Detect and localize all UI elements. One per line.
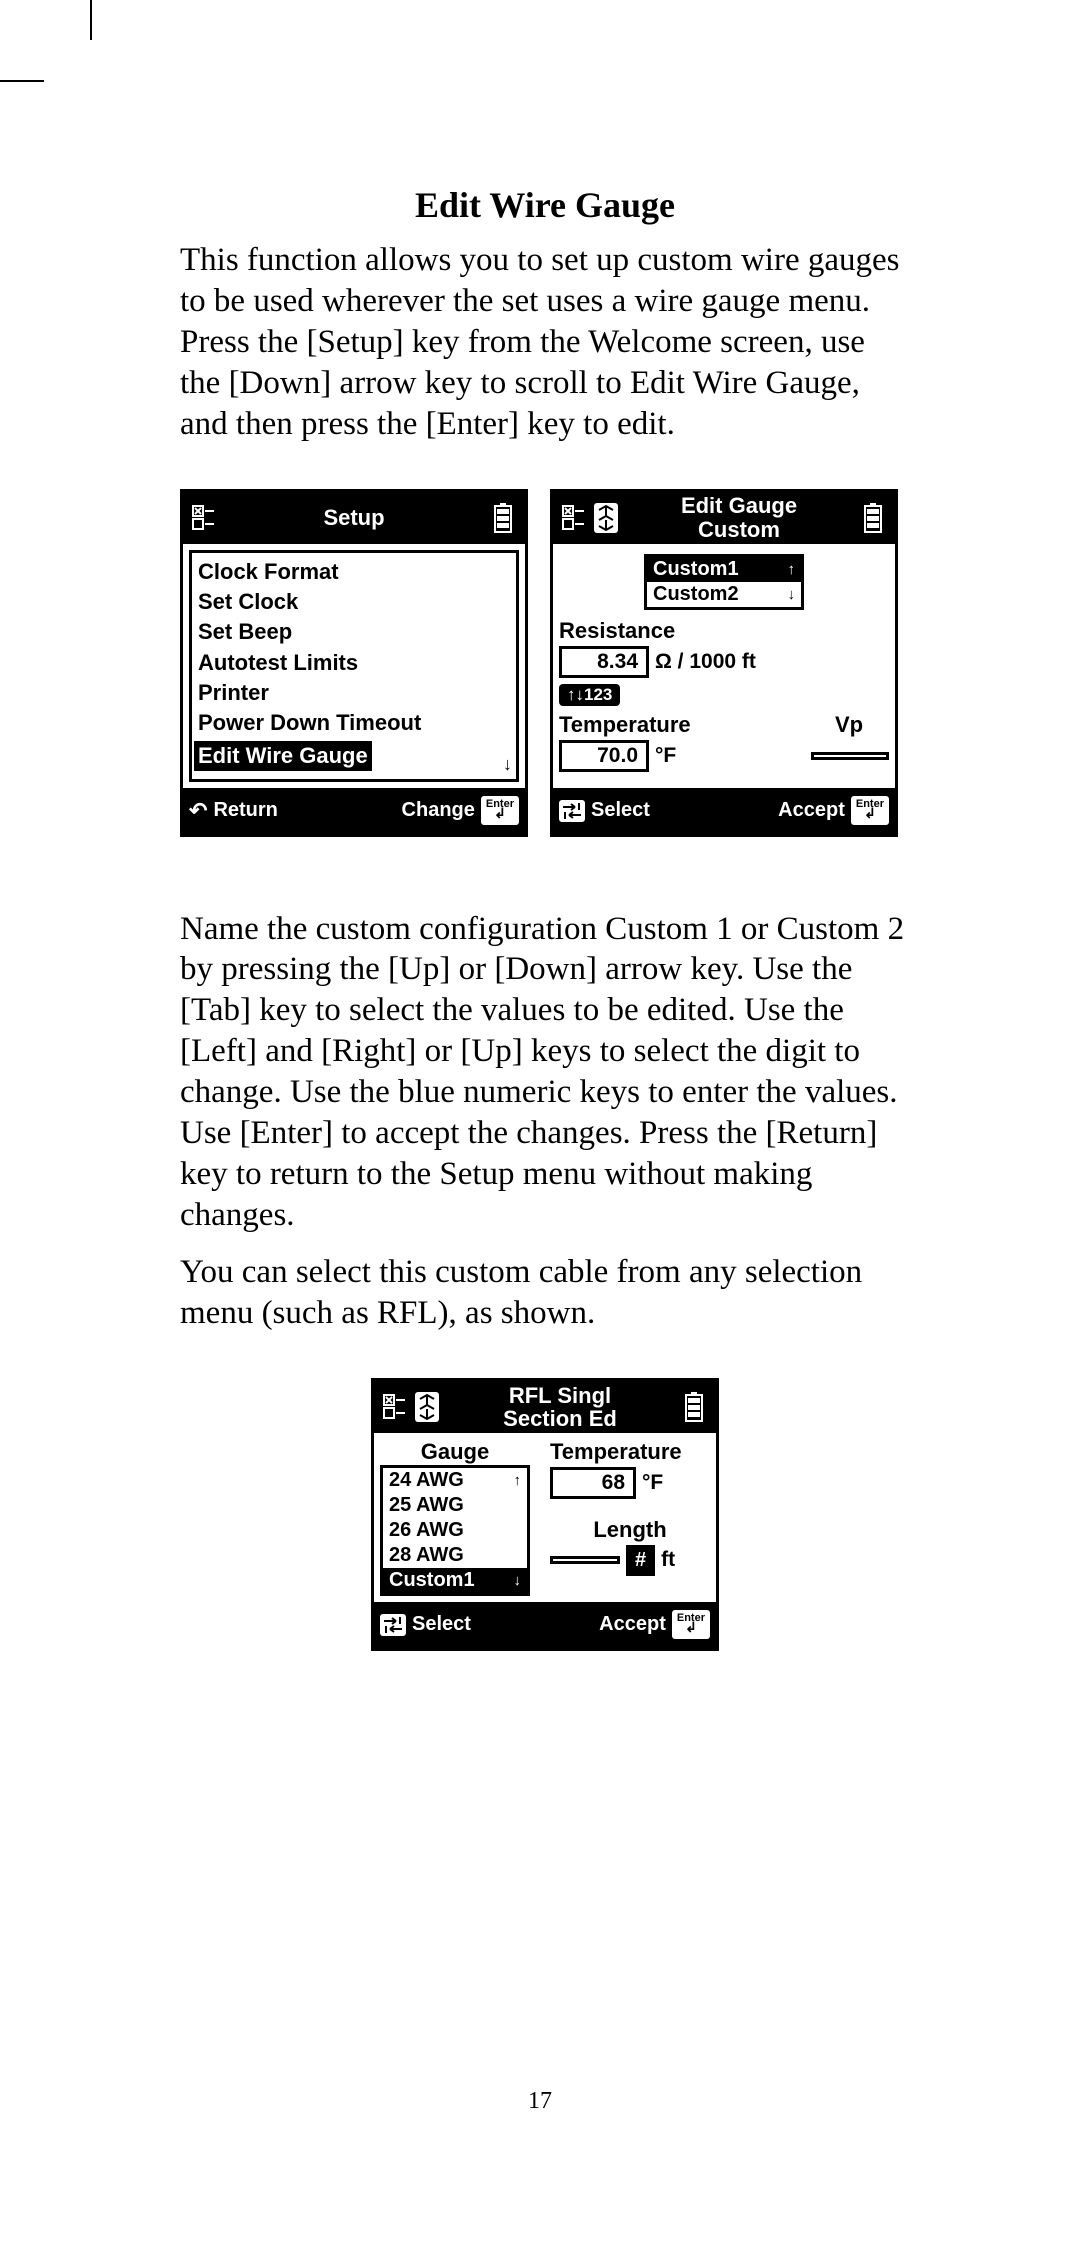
rfl-titlebar: RFL Singl Section Ed xyxy=(374,1381,716,1433)
temperature-unit: °F xyxy=(642,1471,663,1495)
nav-icon xyxy=(593,502,623,534)
down-arrow-icon: ↓ xyxy=(514,1572,522,1589)
temperature-unit: °F xyxy=(655,744,676,768)
length-row: # ft xyxy=(550,1545,710,1576)
softkey-accept-label: Accept xyxy=(778,799,845,822)
up-arrow-icon: ↑ xyxy=(788,561,796,578)
resistance-row: 8.34 Ω / 1000 ft xyxy=(559,646,889,678)
temperature-label: Temperature xyxy=(559,712,691,738)
temperature-input[interactable]: 68 xyxy=(550,1467,636,1499)
resistance-input[interactable]: 8.34 xyxy=(559,646,649,678)
softkey-select-label: Select xyxy=(412,1613,471,1636)
menu-item-selected[interactable]: Edit Wire Gauge xyxy=(194,741,372,771)
rfl-content: Gauge 24 AWG↑ 25 AWG 26 AWG 28 AWG Custo… xyxy=(374,1433,716,1602)
editgauge-softbar: Select Accept Enter↲ xyxy=(553,788,895,834)
gauge-list[interactable]: 24 AWG↑ 25 AWG 26 AWG 28 AWG Custom1↓ xyxy=(380,1465,530,1596)
gauge-item[interactable]: 25 AWG xyxy=(383,1493,527,1518)
softkey-change-label: Change xyxy=(402,799,475,822)
gauge-item[interactable]: 24 AWG↑ xyxy=(383,1468,527,1493)
softkey-select[interactable]: Select xyxy=(559,799,650,822)
enter-key-icon: Enter↲ xyxy=(672,1610,710,1639)
custom-item[interactable]: Custom2↓ xyxy=(647,582,801,607)
menu-item[interactable]: Clock Format xyxy=(198,557,510,587)
gauge-item[interactable]: 26 AWG xyxy=(383,1518,527,1543)
custom-item-selected[interactable]: Custom1↑ xyxy=(647,557,801,582)
editgauge-title: Edit Gauge Custom xyxy=(623,494,855,540)
window-icon xyxy=(187,505,223,531)
input-mode-pill: ↑↓123 xyxy=(559,684,620,706)
temp-row: 70.0 °F xyxy=(559,740,889,772)
menu-item[interactable]: Power Down Timeout xyxy=(198,708,510,738)
battery-icon xyxy=(485,503,521,533)
menu-item[interactable]: Set Clock xyxy=(198,587,510,617)
setup-content: Clock Format Set Clock Set Beep Autotest… xyxy=(183,544,525,788)
scroll-down-icon: ↓ xyxy=(503,754,512,775)
page-content: Edit Wire Gauge This function allows you… xyxy=(180,184,910,1651)
editgauge-titlebar: Edit Gauge Custom xyxy=(553,492,895,544)
editgauge-content: Custom1↑ Custom2↓ Resistance 8.34 Ω / 10… xyxy=(553,544,895,788)
softkey-select-label: Select xyxy=(591,799,650,822)
length-input[interactable] xyxy=(550,1556,620,1564)
page-number: 17 xyxy=(0,2088,1080,2115)
menu-item[interactable]: Printer xyxy=(198,678,510,708)
softkey-accept[interactable]: Accept Enter↲ xyxy=(599,1610,710,1639)
window-icon xyxy=(378,1394,414,1420)
setup-titlebar: Setup xyxy=(183,492,525,544)
gauge-label: Gauge xyxy=(380,1439,530,1465)
rfl-title: RFL Singl Section Ed xyxy=(444,1384,676,1430)
menu-item[interactable]: Set Beep xyxy=(198,617,510,647)
softkey-accept-label: Accept xyxy=(599,1613,666,1636)
up-arrow-icon: ↑ xyxy=(514,1472,522,1489)
figure-row-2: RFL Singl Section Ed Gauge 24 AWG↑ 25 AW… xyxy=(180,1378,910,1651)
down-arrow-icon: ↓ xyxy=(788,586,796,603)
custom-select-list[interactable]: Custom1↑ Custom2↓ xyxy=(644,554,804,610)
figure-row-1: Setup Clock Format Set Clock Set Beep Au… xyxy=(180,489,910,837)
menu-item[interactable]: Autotest Limits xyxy=(198,648,510,678)
enter-key-icon: Enter↲ xyxy=(481,796,519,825)
length-hash: # xyxy=(626,1545,655,1576)
device-screen-editgauge: Edit Gauge Custom Custom1↑ Custom2↓ Resi… xyxy=(550,489,898,837)
middle-paragraph: Name the custom configuration Custom 1 o… xyxy=(180,909,910,1236)
rfl-softbar: Select Accept Enter↲ xyxy=(374,1602,716,1648)
tab-icon xyxy=(559,800,585,822)
closing-paragraph: You can select this custom cable from an… xyxy=(180,1252,910,1334)
temperature-input[interactable]: 70.0 xyxy=(559,740,649,772)
intro-paragraph: This function allows you to set up custo… xyxy=(180,240,910,445)
softkey-change[interactable]: Change Enter↲ xyxy=(402,796,519,825)
setup-title: Setup xyxy=(223,506,485,529)
length-label: Length xyxy=(550,1517,710,1543)
device-screen-rfl: RFL Singl Section Ed Gauge 24 AWG↑ 25 AW… xyxy=(371,1378,719,1651)
page-title: Edit Wire Gauge xyxy=(180,184,910,226)
battery-icon xyxy=(855,503,891,533)
softkey-select[interactable]: Select xyxy=(380,1613,471,1636)
resistance-unit: Ω / 1000 ft xyxy=(655,650,756,674)
softkey-return[interactable]: ↶ Return xyxy=(189,798,278,824)
setup-softbar: ↶ Return Change Enter↲ xyxy=(183,788,525,834)
temperature-row: 68 °F xyxy=(550,1467,710,1499)
gauge-item[interactable]: 28 AWG xyxy=(383,1543,527,1568)
tab-icon xyxy=(380,1614,406,1636)
temperature-label: Temperature xyxy=(550,1439,710,1465)
resistance-label: Resistance xyxy=(559,618,889,644)
setup-menu[interactable]: Clock Format Set Clock Set Beep Autotest… xyxy=(189,550,519,782)
softkey-return-label: Return xyxy=(213,799,277,822)
length-unit: ft xyxy=(661,1548,675,1572)
vp-label: Vp xyxy=(809,712,889,738)
window-icon xyxy=(557,505,593,531)
vp-input[interactable] xyxy=(811,752,889,760)
nav-icon xyxy=(414,1391,444,1423)
return-icon: ↶ xyxy=(189,798,207,824)
enter-key-icon: Enter↲ xyxy=(851,796,889,825)
softkey-accept[interactable]: Accept Enter↲ xyxy=(778,796,889,825)
device-screen-setup: Setup Clock Format Set Clock Set Beep Au… xyxy=(180,489,528,837)
gauge-item-selected[interactable]: Custom1↓ xyxy=(383,1568,527,1593)
battery-icon xyxy=(676,1392,712,1422)
